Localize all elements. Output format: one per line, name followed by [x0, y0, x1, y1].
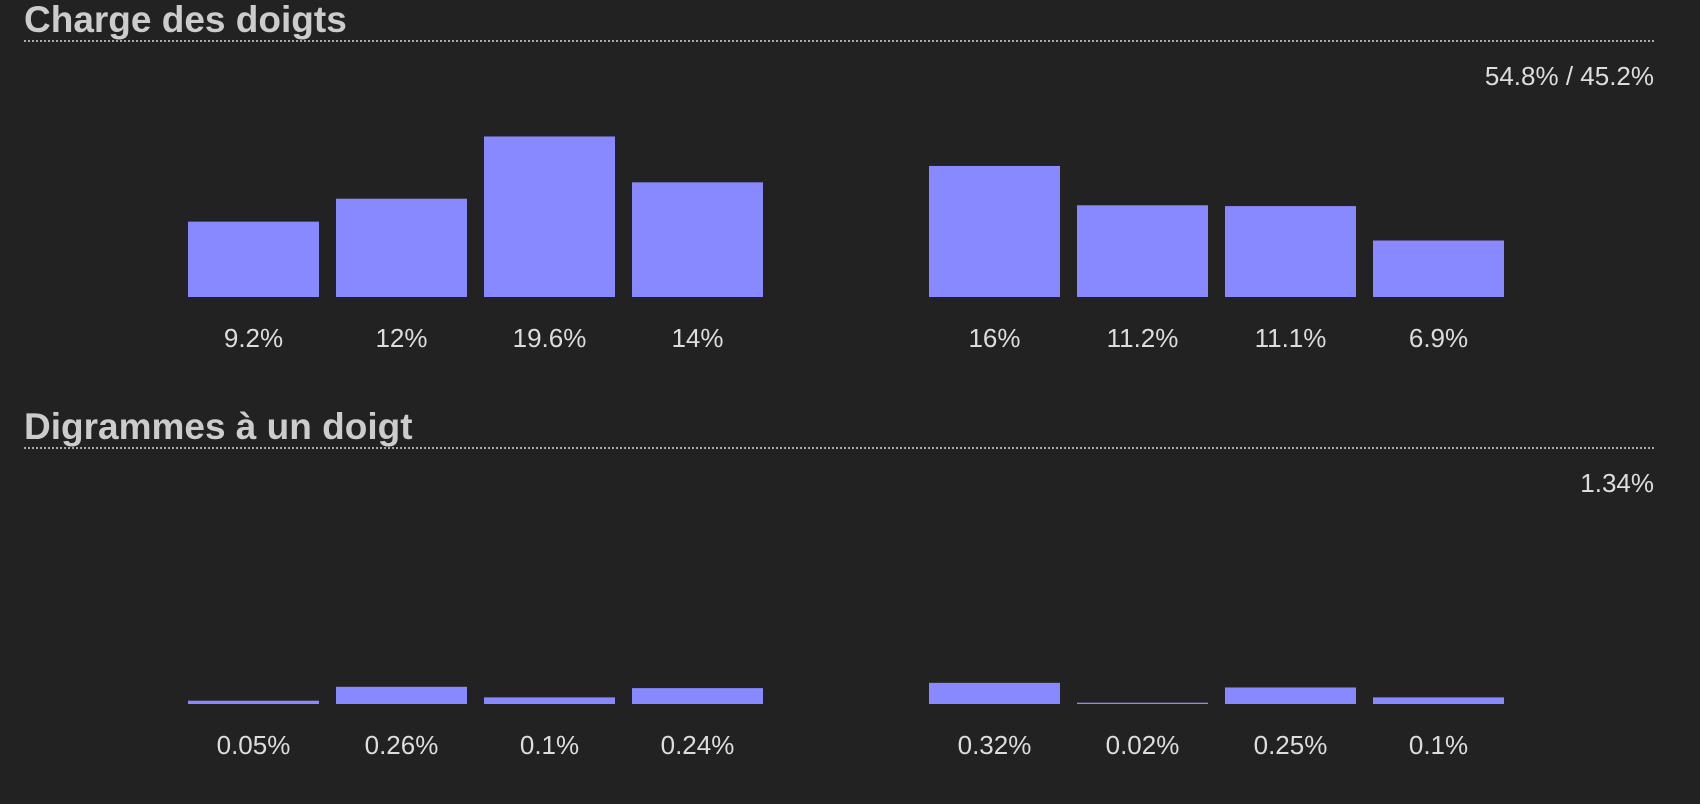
- bar-1-1: [1077, 205, 1208, 297]
- bar-label-0-3: 0.24%: [661, 730, 735, 760]
- bar-label-1-0: 0.32%: [958, 730, 1032, 760]
- bar-label-0-3: 14%: [671, 323, 723, 353]
- bar-label-1-0: 16%: [968, 323, 1020, 353]
- bar-1-0: [929, 165, 1060, 297]
- section-title: Charge des doigts: [24, 0, 347, 40]
- bar-1-2: [1225, 206, 1356, 297]
- bar-label-1-1: 0.02%: [1106, 730, 1180, 760]
- finger-load-bars: 9.2% 12% 19.6% 14% 16% 11.2% 11.1% 6.9%: [188, 136, 1504, 353]
- bigram-bars: 0.05% 0.26% 0.1% 0.24% 0.32% 0.02% 0.25% 0.1%: [188, 682, 1504, 760]
- section-title: Digrammes à un doigt: [24, 406, 413, 447]
- bigram-total-summary: 1.34%: [1580, 468, 1654, 498]
- bar-label-0-1: 0.26%: [365, 730, 439, 760]
- bar-label-1-3: 6.9%: [1409, 323, 1468, 353]
- same-finger-bigram-chart: 0.05% 0.26% 0.1% 0.24% 0.32% 0.02% 0.25% 0.1%: [24, 507, 1654, 767]
- bar-1-3: [1373, 240, 1504, 297]
- section-divider: [24, 40, 1654, 42]
- bar-label-1-3: 0.1%: [1409, 730, 1468, 760]
- bar-label-1-2: 0.25%: [1254, 730, 1328, 760]
- bar-0-1: [336, 198, 467, 297]
- bar-0-3: [632, 688, 763, 704]
- bar-label-1-2: 11.1%: [1255, 323, 1327, 353]
- bar-label-0-2: 19.6%: [513, 323, 587, 353]
- bar-label-1-1: 11.2%: [1107, 323, 1179, 353]
- bar-label-0-0: 0.05%: [217, 730, 291, 760]
- bar-label-0-0: 9.2%: [224, 323, 283, 353]
- section-same-finger-bigrams: Digrammes à un doigt 1.34% 0.05% 0.26% 0.1…: [24, 406, 1654, 760]
- bar-0-2: [484, 136, 615, 297]
- section-divider: [24, 447, 1654, 449]
- bar-0-0: [188, 221, 319, 297]
- bar-1-2: [1225, 687, 1356, 704]
- bar-1-1: [1077, 702, 1208, 704]
- bar-label-0-1: 12%: [375, 323, 427, 353]
- finger-load-chart: 9.2% 12% 19.6% 14% 16% 11.2% 11.1% 6.9%: [24, 100, 1654, 360]
- bar-0-1: [336, 686, 467, 704]
- hand-balance-summary: 54.8% / 45.2%: [1484, 61, 1654, 91]
- section-finger-load: Charge des doigts 54.8% / 45.2% 9.2% 12% 1…: [24, 0, 1654, 353]
- bar-label-0-2: 0.1%: [520, 730, 579, 760]
- bar-0-3: [632, 182, 763, 297]
- bar-1-0: [929, 682, 1060, 704]
- bar-0-0: [188, 700, 319, 704]
- bar-1-3: [1373, 697, 1504, 704]
- bar-0-2: [484, 697, 615, 704]
